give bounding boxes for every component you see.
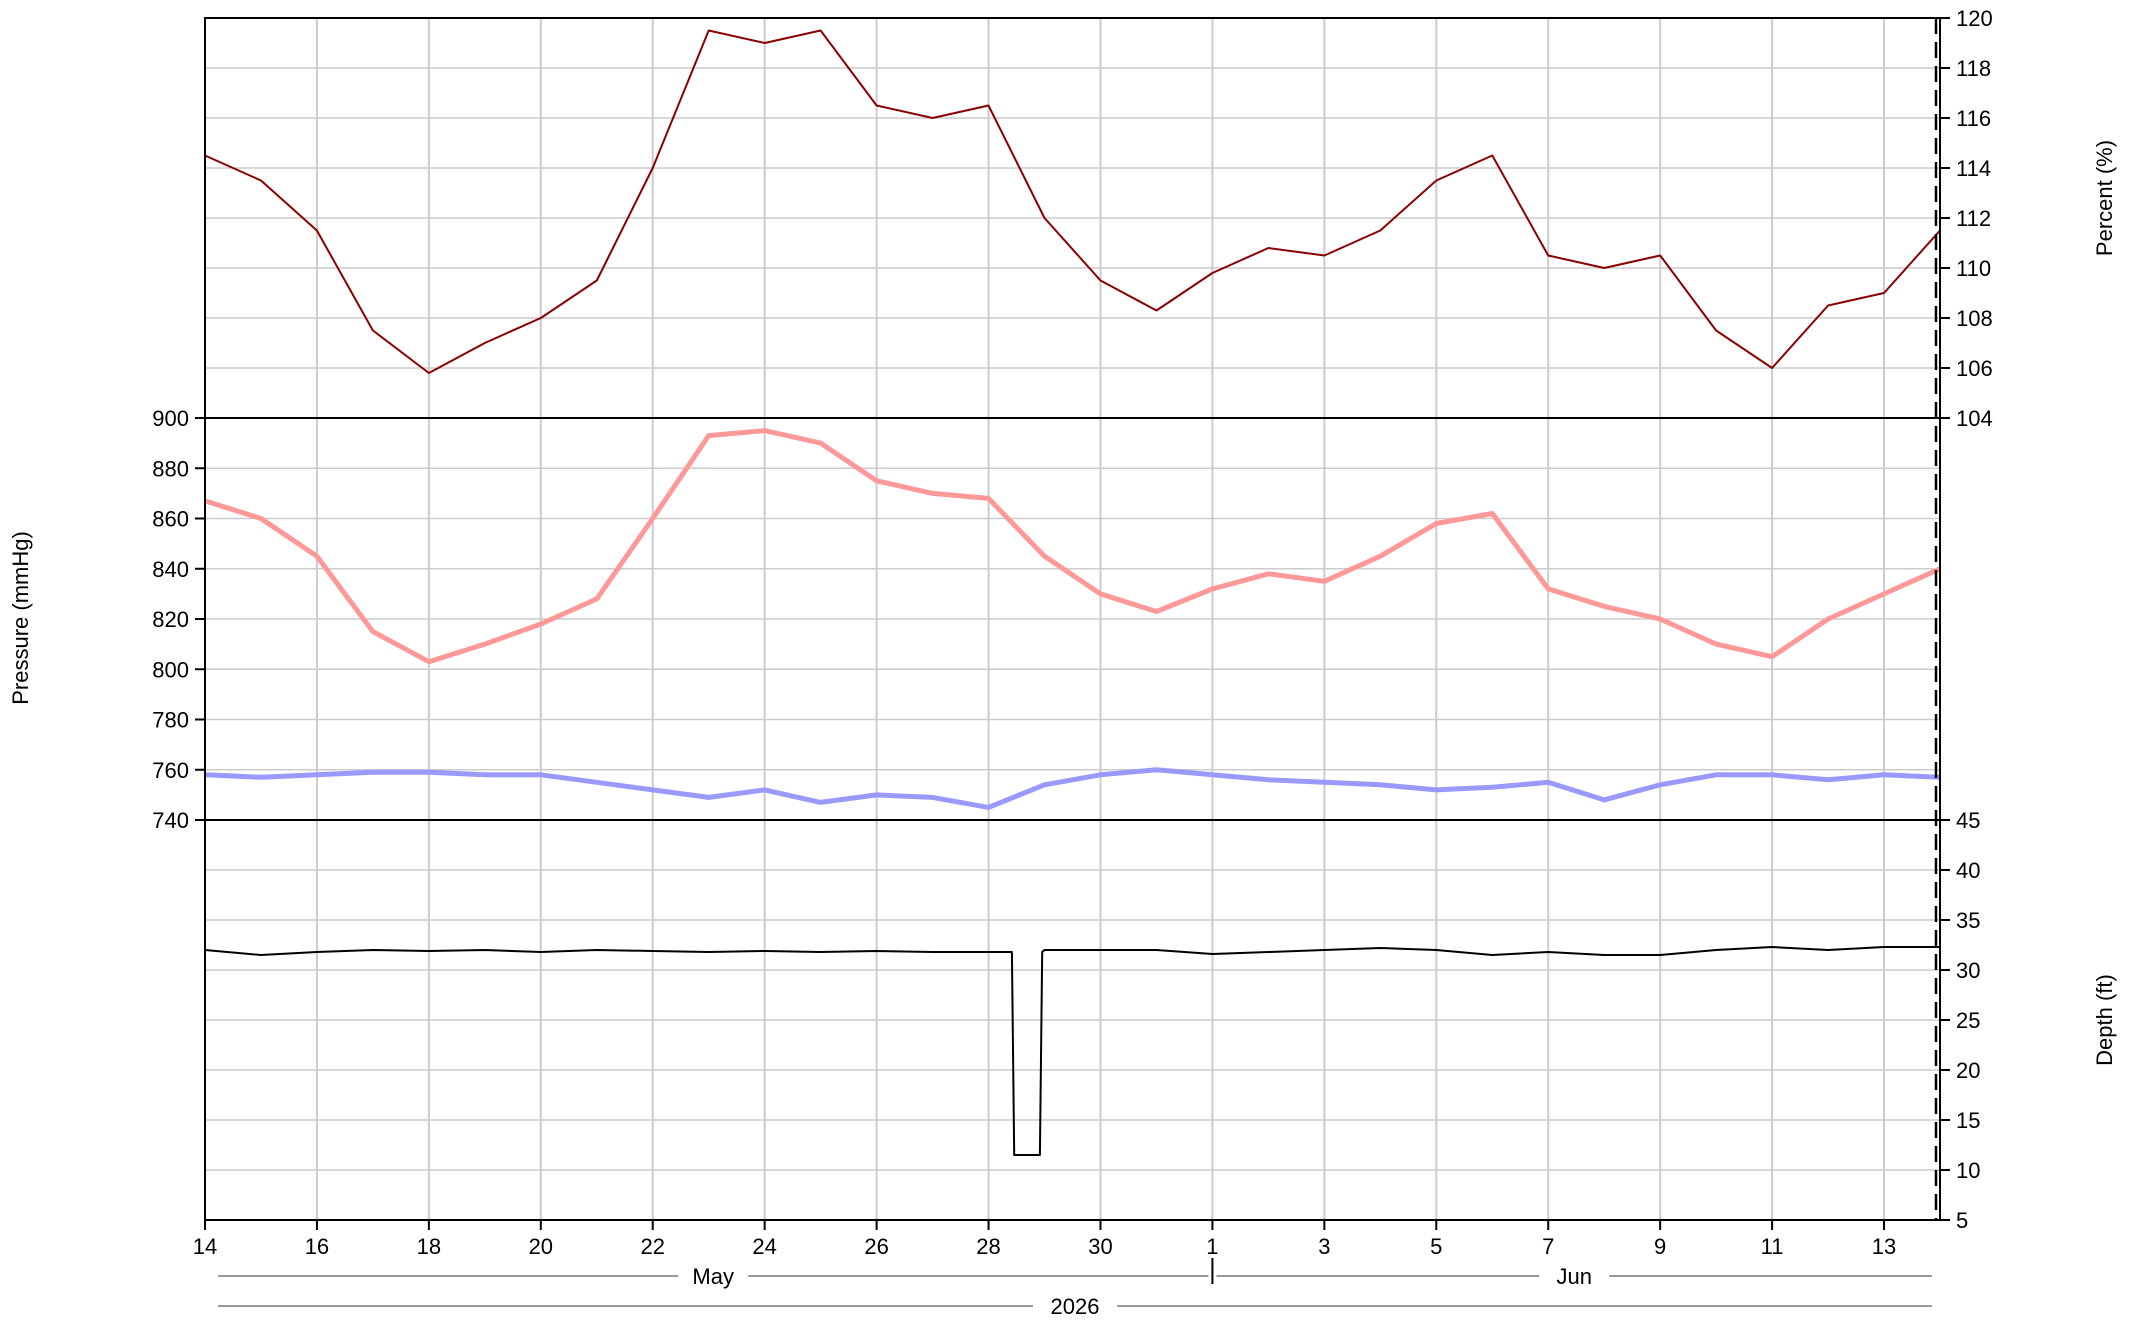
depth-axis-title: Depth (ft) (2092, 974, 2117, 1066)
y-tick-label: 40 (1956, 858, 1980, 883)
x-tick-label: 5 (1430, 1234, 1442, 1259)
y-tick-label: 114 (1956, 156, 1991, 181)
x-tick-label: 11 (1761, 1234, 1784, 1259)
y-tick-label: 820 (152, 607, 189, 632)
y-tick-label: 104 (1956, 406, 1993, 431)
pressure-axis-title: Pressure (mmHg) (8, 531, 33, 705)
series-line-1-0 (204, 428, 1942, 665)
x-tick-label: 13 (1872, 1234, 1896, 1259)
y-tick-label: 112 (1956, 206, 1991, 231)
x-tick-label: 3 (1318, 1234, 1330, 1259)
y-tick-label: 116 (1956, 106, 1991, 131)
y-tick-label: 15 (1956, 1108, 1980, 1133)
series-line-1-1 (204, 767, 1941, 810)
y-tick-label: 760 (152, 758, 189, 783)
x-tick-label: 1 (1206, 1234, 1218, 1259)
x-tick-label: 24 (752, 1234, 776, 1259)
panel-frame (204, 819, 1941, 1221)
x-tick-label: 16 (305, 1234, 329, 1259)
x-tick-label: 26 (864, 1234, 888, 1259)
y-tick-label: 118 (1956, 56, 1991, 81)
y-tick-label: 860 (152, 507, 189, 532)
y-tick-label: 110 (1956, 256, 1991, 281)
frame-layer (195, 17, 1950, 1307)
x-tick-label: 22 (640, 1234, 664, 1259)
y-tick-label: 45 (1956, 808, 1980, 833)
x-tick-label: 18 (417, 1234, 441, 1259)
y-tick-label: 900 (152, 406, 189, 431)
y-tick-label: 5 (1956, 1208, 1968, 1233)
y-tick-label: 840 (152, 557, 189, 582)
x-tick-label: 7 (1542, 1234, 1554, 1259)
series-layer (204, 29, 1942, 1156)
y-tick-label: 880 (152, 456, 189, 481)
y-tick-label: 740 (152, 808, 189, 833)
x-tick-label: 28 (976, 1234, 1000, 1259)
label-layer: 1041061081101121141161181207407607808008… (152, 6, 1993, 1319)
x-tick-label: 9 (1654, 1234, 1666, 1259)
y-tick-label: 35 (1956, 908, 1980, 933)
series-line-0-0 (204, 29, 1941, 374)
percent-axis-title: Percent (%) (2092, 140, 2117, 256)
y-tick-label: 10 (1956, 1158, 1980, 1183)
y-tick-label: 20 (1956, 1058, 1980, 1083)
y-tick-label: 108 (1956, 306, 1993, 331)
x-tick-label: 14 (193, 1234, 217, 1259)
y-tick-label: 30 (1956, 958, 1980, 983)
y-tick-label: 106 (1956, 356, 1993, 381)
month-label: May (692, 1264, 734, 1289)
x-tick-label: 20 (529, 1234, 553, 1259)
y-tick-label: 120 (1956, 6, 1993, 31)
series-line-2-0 (204, 946, 1940, 1156)
month-label: Jun (1556, 1264, 1591, 1289)
x-tick-label: 30 (1088, 1234, 1112, 1259)
year-label: 2026 (1051, 1294, 1100, 1318)
y-tick-label: 780 (152, 708, 189, 733)
y-tick-label: 25 (1956, 1008, 1980, 1033)
y-tick-label: 800 (152, 657, 189, 682)
